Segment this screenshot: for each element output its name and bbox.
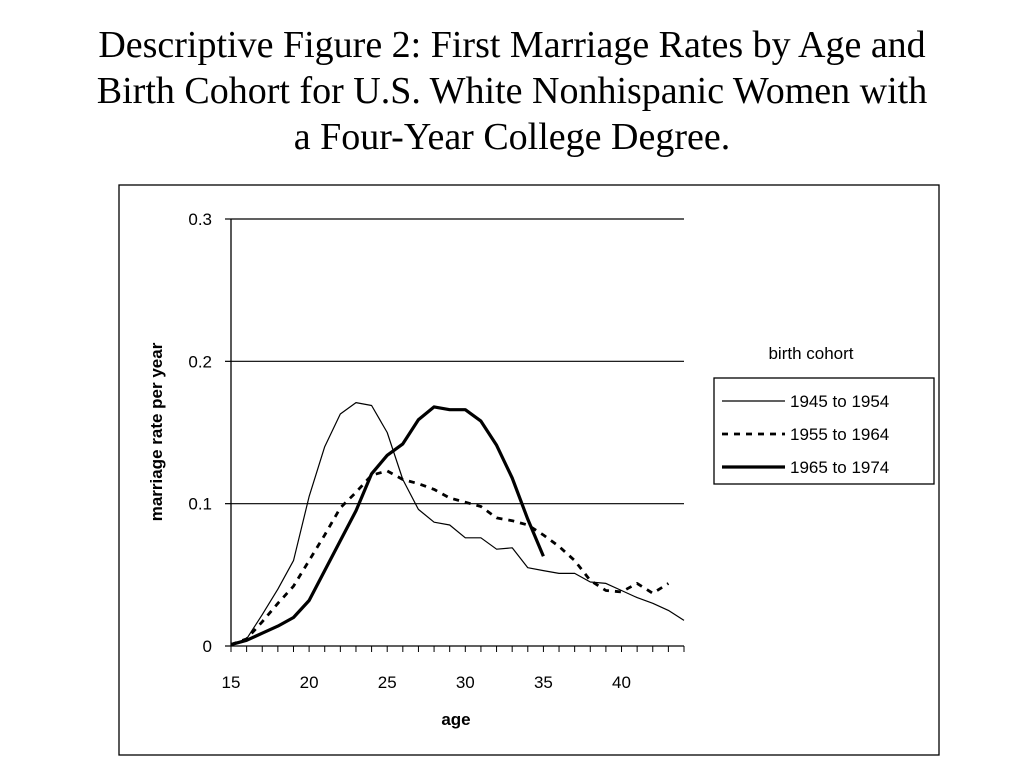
series-lines bbox=[230, 402, 685, 647]
title-line-2: Birth Cohort for U.S. White Nonhispanic … bbox=[96, 70, 928, 112]
x-axis-title: age bbox=[441, 710, 470, 729]
x-tick-label: 40 bbox=[612, 673, 631, 692]
y-axis-title: marriage rate per year bbox=[147, 342, 166, 521]
x-tick-label: 35 bbox=[534, 673, 553, 692]
title-line-1: Descriptive Figure 2: First Marriage Rat… bbox=[98, 24, 926, 66]
legend-label-1: 1945 to 1954 bbox=[790, 392, 889, 411]
legend-label-3: 1965 to 1974 bbox=[790, 458, 889, 477]
legend-title: birth cohort bbox=[768, 344, 853, 363]
series-line-1 bbox=[230, 402, 685, 646]
x-tick-label: 25 bbox=[378, 673, 397, 692]
x-tick-label: 15 bbox=[222, 673, 241, 692]
y-tick-label: 0.3 bbox=[188, 210, 212, 229]
gridlines bbox=[231, 218, 684, 505]
x-tick-label: 20 bbox=[300, 673, 319, 692]
series-line-3 bbox=[230, 405, 545, 647]
title-line-3: a Four-Year College Degree. bbox=[293, 116, 731, 158]
x-tick-label: 30 bbox=[456, 673, 475, 692]
chart-frame bbox=[118, 184, 940, 756]
y-tick-label: 0 bbox=[203, 637, 212, 656]
slide-title: Descriptive Figure 2: First Marriage Rat… bbox=[0, 22, 1024, 160]
y-tick-label: 0.2 bbox=[188, 352, 212, 371]
legend: 1945 to 1954 1955 to 1964 1965 to 1974 bbox=[713, 377, 935, 485]
series-line-2 bbox=[230, 469, 670, 646]
legend-label-2: 1955 to 1964 bbox=[790, 425, 889, 444]
axes: 0 0.1 0.2 0.3 15 20 25 30 35 40 bbox=[188, 210, 685, 692]
y-tick-label: 0.1 bbox=[188, 495, 212, 514]
